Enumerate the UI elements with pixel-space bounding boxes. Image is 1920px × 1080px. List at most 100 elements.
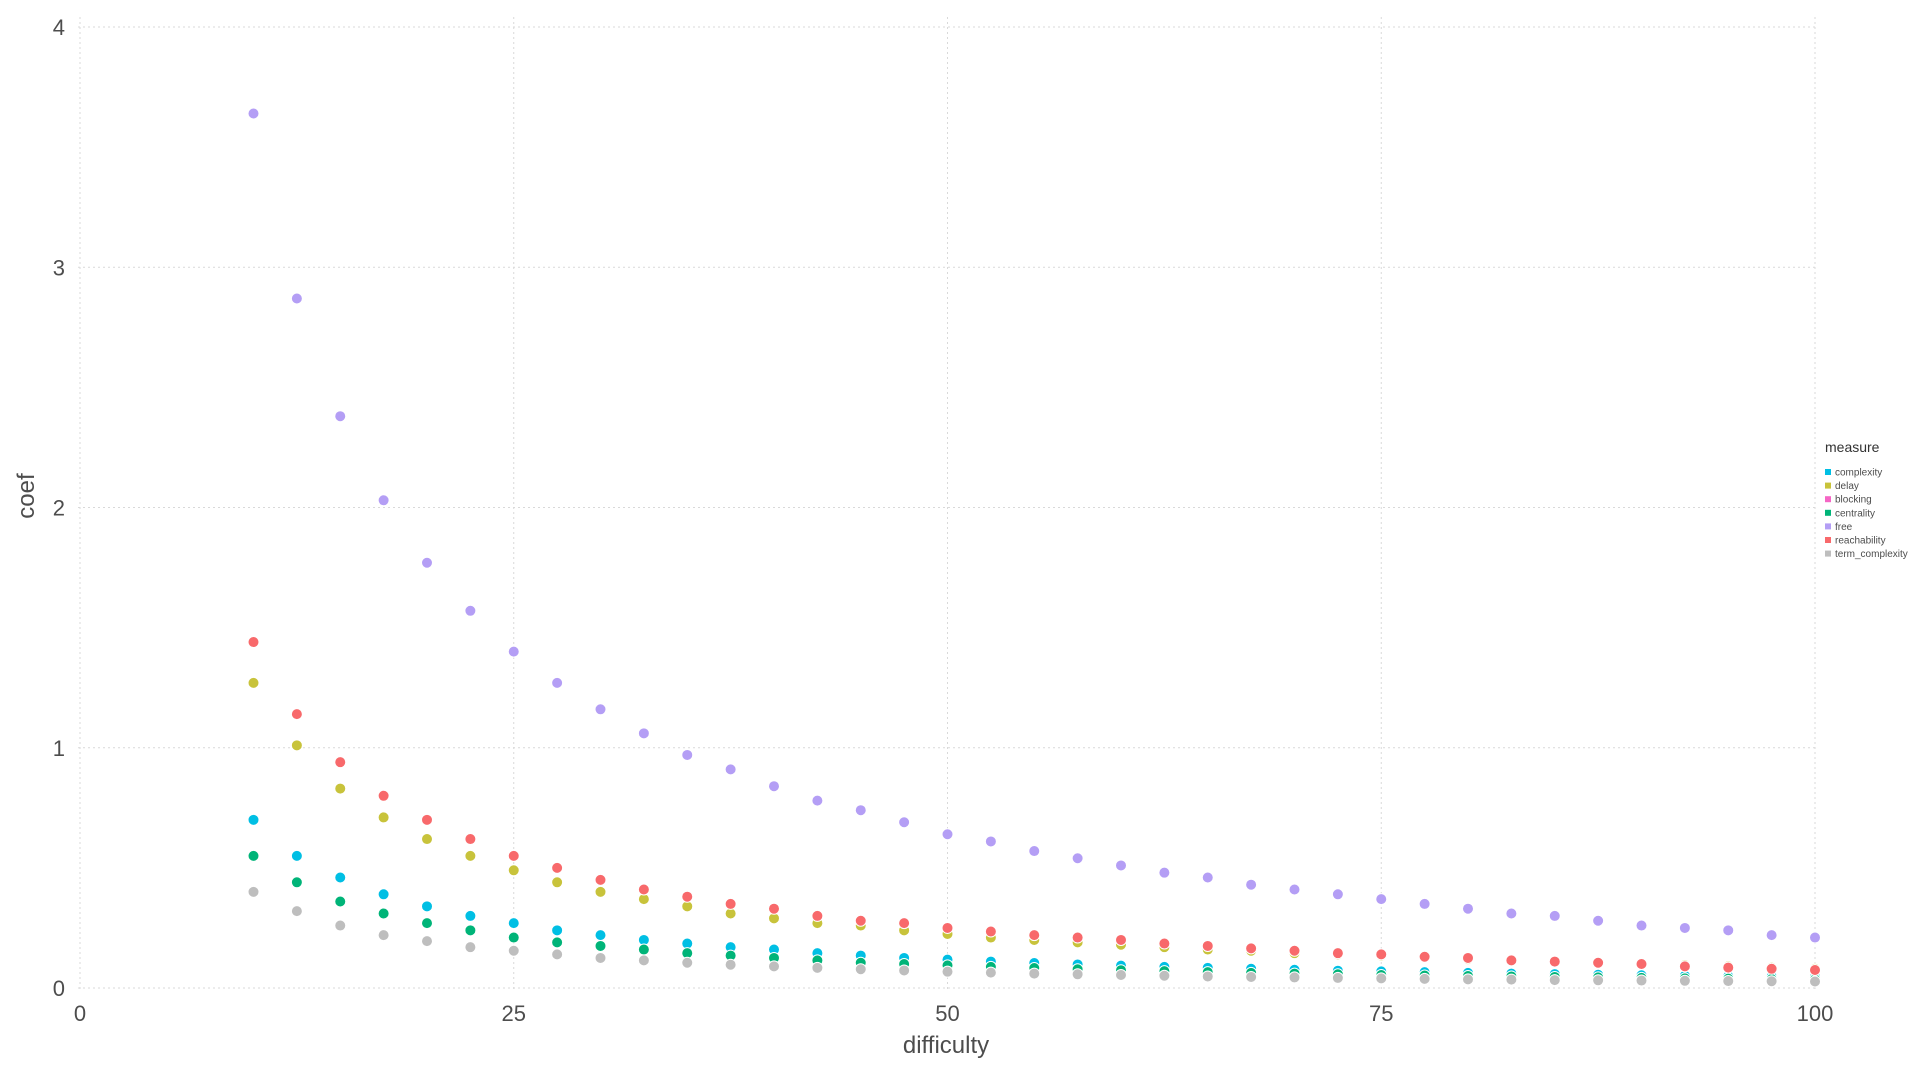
legend-key-reachability (1825, 537, 1831, 543)
data-point (377, 929, 390, 942)
data-point (594, 929, 607, 942)
data-point (247, 636, 260, 649)
data-point (1331, 971, 1344, 984)
data-point (1592, 956, 1605, 969)
data-point (1115, 933, 1127, 946)
data-point (507, 645, 520, 658)
data-point (507, 931, 520, 944)
data-point (1245, 878, 1258, 891)
data-point (1288, 883, 1301, 896)
data-point (1722, 975, 1735, 988)
data-point (1722, 961, 1735, 974)
data-point (1765, 975, 1778, 988)
data-point (1678, 974, 1691, 987)
data-point (768, 960, 780, 973)
data-point (1418, 897, 1431, 910)
data-point (1158, 969, 1171, 982)
data-point (1548, 955, 1561, 968)
legend-key-complexity (1825, 469, 1831, 475)
data-point (1071, 968, 1084, 981)
data-point (1678, 921, 1691, 934)
legend-key-free (1825, 523, 1831, 530)
data-point (464, 941, 477, 954)
data-point (1071, 931, 1084, 944)
data-point (984, 925, 997, 938)
data-point (290, 905, 303, 918)
data-point (1375, 893, 1388, 906)
data-point (247, 107, 260, 120)
data-point (551, 861, 564, 874)
data-point (1418, 972, 1431, 985)
data-point (1245, 970, 1258, 983)
data-point (941, 965, 954, 978)
x-tick-label: 50 (935, 1001, 959, 1026)
data-point (247, 813, 260, 826)
data-point (898, 816, 911, 829)
data-point (1592, 914, 1605, 927)
data-point (334, 756, 347, 769)
data-point (1028, 845, 1041, 858)
data-point (1375, 972, 1388, 985)
legend-label-reachability: reachability (1835, 536, 1886, 547)
data-point (1375, 948, 1388, 961)
data-point (1505, 907, 1518, 920)
data-point (594, 951, 607, 964)
data-point (1809, 963, 1821, 976)
data-point (1635, 974, 1648, 987)
data-point (290, 876, 303, 889)
data-point (1201, 871, 1214, 884)
series-complexity (247, 813, 1821, 983)
legend-key-blocking (1825, 496, 1831, 503)
data-point (1331, 888, 1344, 901)
data-point (1635, 919, 1648, 932)
legend-title: measure (1825, 439, 1880, 455)
data-point (290, 849, 303, 862)
data-point (464, 909, 477, 922)
data-point (1809, 931, 1821, 944)
data-point (724, 897, 737, 910)
data-point (1765, 929, 1778, 942)
data-point (594, 873, 607, 886)
y-tick-label: 0 (53, 976, 65, 1001)
data-point (551, 876, 564, 889)
data-point (377, 907, 390, 920)
data-point (898, 964, 911, 977)
legend-key-centrality (1825, 509, 1831, 516)
data-point (1201, 939, 1214, 952)
data-point (507, 944, 520, 957)
y-tick-label: 3 (53, 255, 65, 280)
data-point (421, 833, 433, 846)
data-point (334, 895, 347, 908)
legend-label-term_complexity: term_complexity (1835, 549, 1908, 560)
y-tick-label: 4 (53, 15, 65, 40)
data-point (551, 676, 564, 689)
data-point (377, 494, 390, 507)
x-tick-label: 0 (74, 1001, 86, 1026)
data-point (1592, 974, 1605, 987)
data-point (334, 410, 347, 423)
data-point (421, 917, 433, 930)
legend: measure complexity delay blocking centralit… (1825, 439, 1908, 560)
series-free (247, 107, 1821, 944)
legend-label-free: free (1835, 522, 1853, 533)
data-point (507, 864, 520, 877)
grid (78, 17, 1816, 990)
data-point (1462, 951, 1474, 964)
series-centrality (247, 849, 1821, 986)
data-point (941, 828, 954, 841)
data-point (768, 780, 780, 793)
data-point (464, 604, 477, 617)
x-tick-label: 75 (1369, 1001, 1393, 1026)
data-point (507, 917, 520, 930)
data-point (247, 885, 260, 898)
data-point (507, 849, 520, 862)
data-point (854, 914, 867, 927)
data-point (334, 871, 347, 884)
data-point (1028, 967, 1041, 980)
data-point (681, 748, 694, 761)
legend-label-centrality: centrality (1835, 508, 1875, 519)
data-point (724, 958, 737, 971)
data-point (377, 888, 390, 901)
